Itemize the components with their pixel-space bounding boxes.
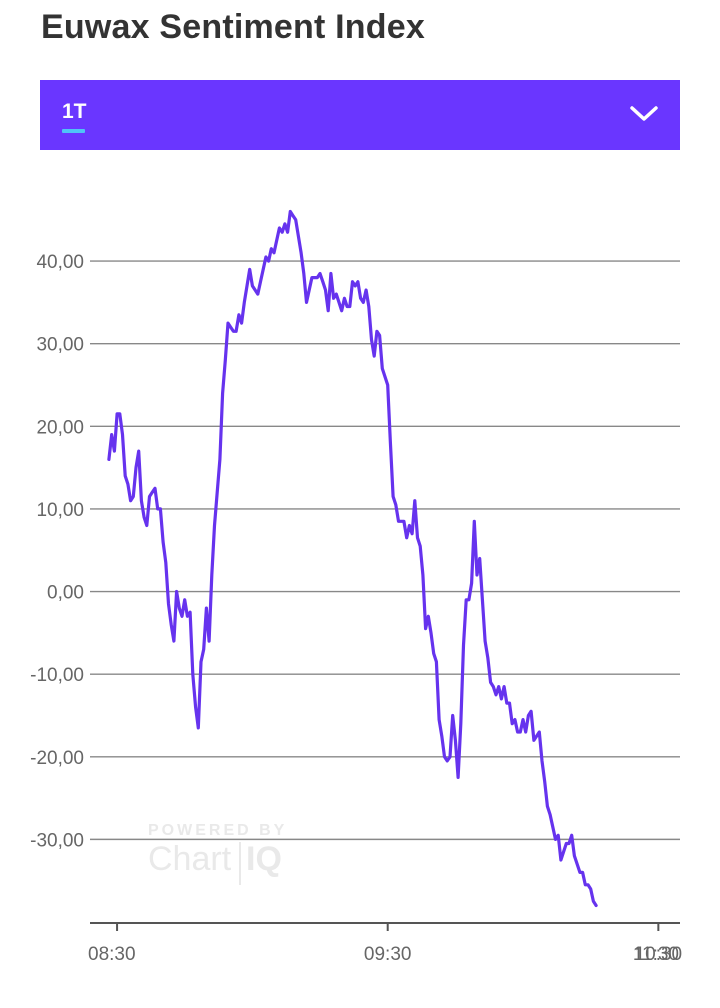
x-tick-label: 08:30 [88,944,136,965]
y-tick-label: 40,00 [36,252,84,273]
y-tick-label: 30,00 [36,335,84,356]
sentiment-line-chart[interactable]: 40,00 30,00 20,00 10,00 0,00 -10,00 -20,00 -30,… [0,150,720,1008]
chartiq-watermark: POWERED BY Chart IQ [148,822,287,885]
y-tick-label: -20,00 [30,748,84,769]
y-tick-label: 20,00 [36,417,84,438]
watermark-powered-by: POWERED BY [148,822,287,839]
sentiment-series-line [107,209,598,908]
series-layer [107,209,598,908]
period-option-selected[interactable]: 1T [62,100,87,123]
watermark-iq: IQ [246,840,282,878]
grid-lines [90,260,680,841]
x-tick-label: 10:30 [635,944,683,965]
period-selector[interactable]: 1T [40,80,680,150]
x-tick-label: 09:30 [364,944,412,965]
y-tick-label: 10,00 [36,500,84,521]
y-axis-labels: 40,00 30,00 20,00 10,00 0,00 -10,00 -20,00 -30,… [30,252,84,851]
chevron-down-icon[interactable] [628,98,660,130]
watermark-chart: Chart [148,840,232,878]
x-tick-label: 11:30 [633,944,679,965]
period-active-indicator [62,129,85,133]
page-title: Euwax Sentiment Index [41,8,425,46]
y-tick-label: -10,00 [30,665,84,686]
y-tick-label: -30,00 [30,830,84,851]
y-tick-label: 0,00 [47,583,84,604]
